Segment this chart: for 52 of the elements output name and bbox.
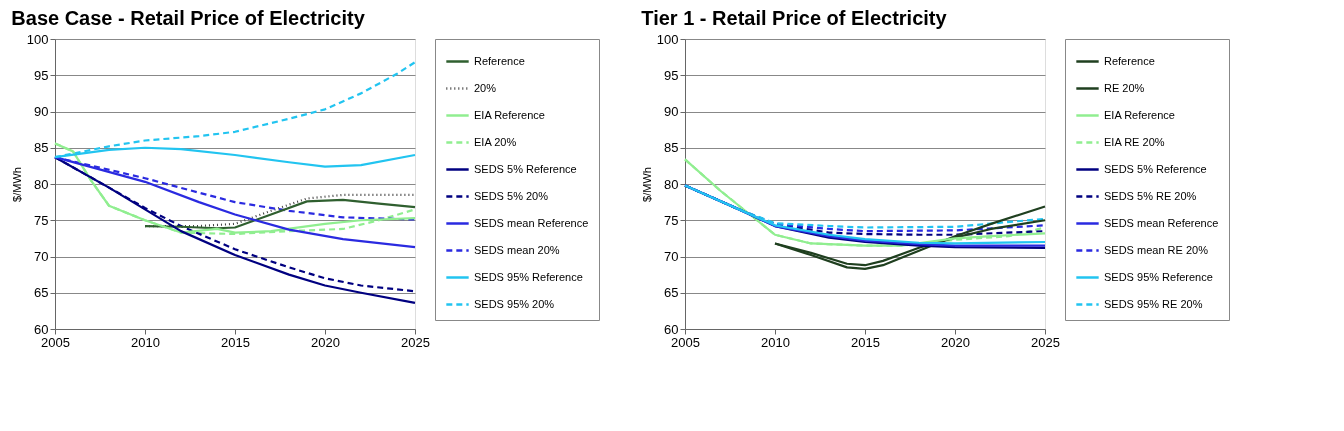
y-tick-label: 65 <box>34 285 49 301</box>
legend-label: SEDS 95% Reference <box>1104 270 1213 283</box>
legend-label: SEDS 5% 20% <box>474 189 549 202</box>
y-tick-label: 90 <box>664 104 679 119</box>
legend-label: SEDS 5% RE 20% <box>1104 189 1197 202</box>
y-tick-label: 70 <box>664 249 679 264</box>
legend-label: Reference <box>1104 54 1155 67</box>
legend-label: EIA Reference <box>1104 108 1175 121</box>
chart-title: Tier 1 - Retail Price of Electricity <box>641 7 948 29</box>
legend-label: SEDS 95% RE 20% <box>1104 297 1203 310</box>
legend-label: SEDS 5% Reference <box>1104 162 1207 175</box>
legend-label: 20% <box>474 81 497 94</box>
legend-label: SEDS mean Reference <box>1104 216 1219 229</box>
y-tick-label: 70 <box>34 249 49 264</box>
y-tick-label: 60 <box>34 321 49 337</box>
x-tick-label: 2015 <box>221 334 250 350</box>
y-tick-label: 85 <box>34 140 49 156</box>
legend-label: EIA Reference <box>474 108 545 121</box>
x-tick-label: 2025 <box>1031 334 1060 350</box>
y-tick-label: 75 <box>34 212 49 228</box>
legend-label: RE 20% <box>1104 81 1145 94</box>
legend-label: EIA RE 20% <box>1104 135 1165 148</box>
x-tick-label: 2020 <box>941 334 970 350</box>
x-tick-label: 2010 <box>131 334 160 350</box>
x-tick-label: 2010 <box>761 334 790 350</box>
x-tick-label: 2005 <box>671 334 700 350</box>
legend-label: SEDS 95% 20% <box>474 297 555 310</box>
y-tick-label: 100 <box>26 31 49 47</box>
y-tick-label: 80 <box>664 176 679 192</box>
y-tick-label: 95 <box>664 67 679 83</box>
x-tick-label: 2015 <box>851 334 880 350</box>
chart-title: Base Case - Retail Price of Electricity <box>11 7 366 29</box>
legend-label: SEDS 95% Reference <box>474 270 583 283</box>
y-tick-label: 60 <box>664 321 679 337</box>
y-tick-label: 95 <box>34 67 49 83</box>
x-tick-label: 2020 <box>311 334 340 350</box>
legend-label: SEDS mean 20% <box>474 243 560 256</box>
legend-label: SEDS mean Reference <box>474 216 589 229</box>
x-tick-label: 2005 <box>41 334 70 350</box>
x-tick-label: 2025 <box>401 334 430 350</box>
y-tick-label: 75 <box>664 212 679 228</box>
y-axis-title: $/MWh <box>10 167 23 202</box>
y-tick-label: 90 <box>34 104 49 119</box>
y-tick-label: 100 <box>656 31 679 47</box>
legend-label: SEDS mean RE 20% <box>1104 243 1209 256</box>
y-tick-label: 85 <box>664 140 679 156</box>
y-axis-title: $/MWh <box>640 167 653 202</box>
legend-label: EIA 20% <box>474 135 517 148</box>
legend-label: SEDS 5% Reference <box>474 162 577 175</box>
y-tick-label: 80 <box>34 176 49 192</box>
y-tick-label: 65 <box>664 285 679 301</box>
legend-label: Reference <box>474 54 525 67</box>
